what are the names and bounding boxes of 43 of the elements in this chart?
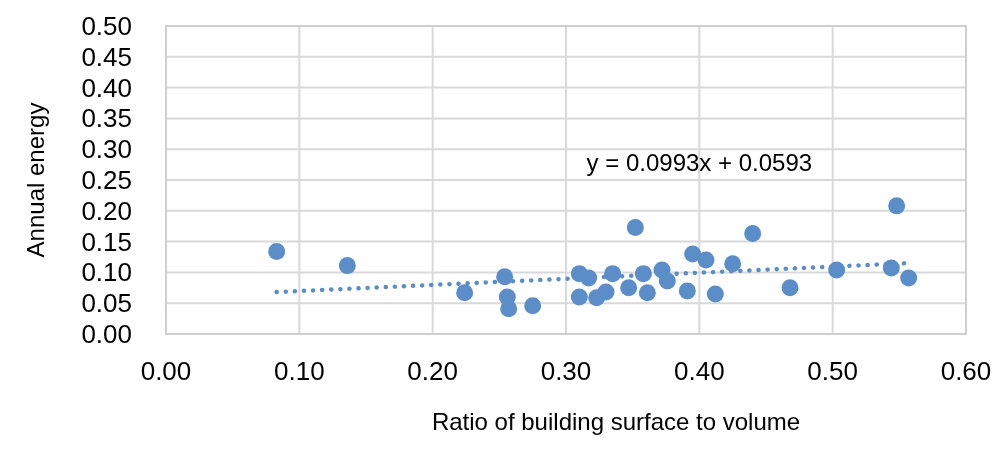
point (638, 284, 656, 302)
y-tick-label: 0.35 (81, 103, 132, 134)
point (697, 251, 715, 269)
x-tick-label: 0.00 (140, 356, 192, 386)
point (626, 218, 644, 236)
x-tick-label: 0.20 (407, 356, 458, 386)
y-tick-label: 0.25 (81, 165, 132, 195)
annotation: y = 0.0993x + 0.0593 (586, 148, 813, 176)
y-tick-label: 0.50 (81, 11, 132, 41)
y-tick-label: 0.20 (81, 195, 132, 226)
point (724, 255, 742, 273)
point (570, 288, 588, 306)
y-tick-label: 0.00 (81, 319, 132, 349)
point (597, 283, 615, 301)
point (900, 269, 918, 287)
point (604, 265, 622, 283)
y-tick-label: 0.30 (81, 134, 132, 165)
y-tick-label: 0.15 (81, 226, 132, 257)
x-tick-label: 0.40 (674, 356, 725, 386)
point (744, 225, 762, 243)
point (888, 197, 906, 215)
point (781, 279, 799, 297)
x-tick-label: 0.60 (940, 356, 992, 386)
point (706, 285, 724, 303)
x-tick-label: 0.10 (274, 356, 325, 386)
y-tick-label: 0.40 (81, 72, 132, 103)
y-tick-label: 0.05 (81, 288, 132, 319)
point (338, 257, 356, 275)
point (678, 282, 696, 300)
point (658, 272, 676, 290)
point (684, 245, 702, 263)
point (620, 279, 638, 297)
point (524, 297, 542, 315)
point (500, 300, 518, 318)
point (456, 284, 474, 302)
y-axis-title: Annual energy (22, 102, 49, 258)
point (268, 242, 286, 260)
x-tick-label: 0.30 (540, 356, 592, 386)
y-tick-label: 0.10 (81, 257, 132, 288)
y-tick-label: 0.45 (81, 41, 132, 72)
x-axis-title: Ratio of building surface to volume (431, 408, 801, 435)
x-tick-label: 0.50 (807, 356, 858, 386)
point (496, 268, 514, 286)
